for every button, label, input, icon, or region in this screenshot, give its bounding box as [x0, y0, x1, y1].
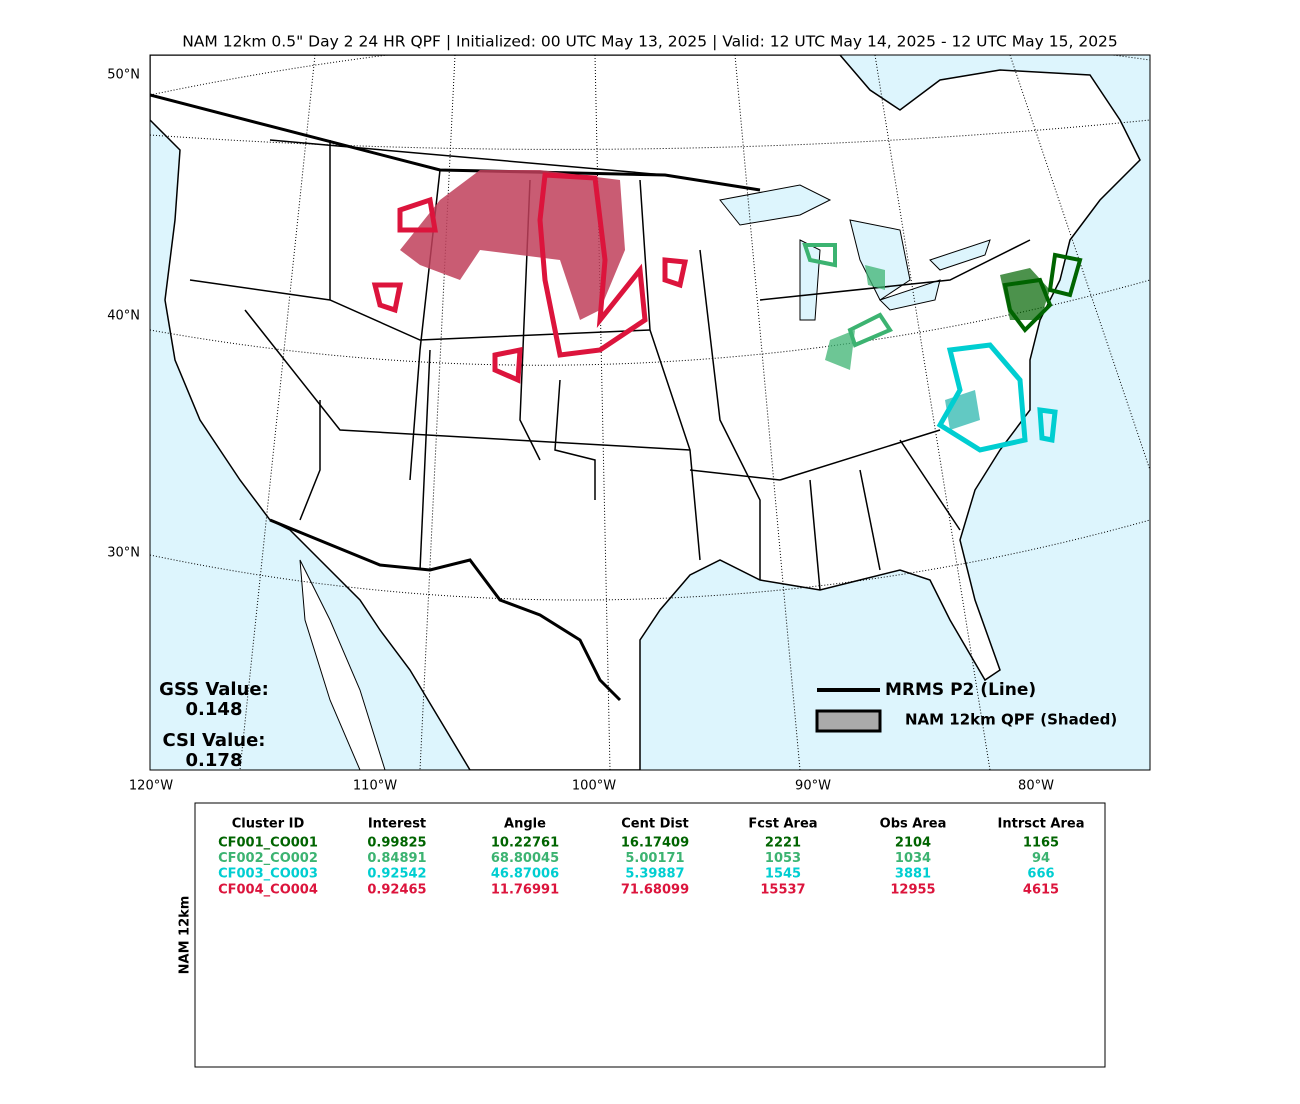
table-cell: 15537 — [760, 882, 805, 897]
legend: MRMS P2 (Line) NAM 12km QPF (Shaded) — [815, 680, 1117, 733]
lon-label: 120°W — [129, 779, 173, 794]
lon-label: 110°W — [353, 779, 397, 794]
lat-label: 40°N — [107, 309, 140, 324]
table-side-label: NAM 12km — [178, 896, 193, 975]
table-header: Fcst Area — [748, 817, 817, 832]
stat-value: 0.148 — [186, 699, 243, 720]
table-cell: 0.92542 — [367, 867, 426, 882]
table-cell: 1165 — [1023, 836, 1059, 851]
qpf-4 — [400, 170, 625, 320]
table-header: Cent Dist — [621, 817, 689, 832]
table-cell: 1053 — [765, 851, 801, 866]
great-lakes — [719, 184, 991, 321]
legend-label: NAM 12km QPF (Shaded) — [905, 711, 1117, 729]
mexico-baja — [299, 559, 386, 770]
lon-label: 90°W — [795, 779, 831, 794]
table-header: Cluster ID — [232, 817, 305, 832]
stat-value: 0.178 — [186, 750, 243, 771]
table-cell: 10.22761 — [491, 836, 559, 851]
table-cell: 0.92465 — [367, 882, 426, 897]
lat-label: 30°N — [107, 546, 140, 561]
table-header: Interest — [368, 817, 426, 832]
lon-label: 100°W — [572, 779, 616, 794]
table-header: Angle — [504, 817, 546, 832]
table-cell: 0.99825 — [367, 836, 426, 851]
table-cell: 1034 — [895, 851, 931, 866]
legend-label: MRMS P2 (Line) — [885, 680, 1036, 700]
table-cell: 0.84891 — [367, 851, 426, 866]
table-cell: CF001_CO001 — [218, 836, 318, 851]
table-cell: 71.68099 — [621, 882, 689, 897]
table-cell: 5.00171 — [625, 851, 684, 866]
lon-label: 80°W — [1018, 779, 1054, 794]
table-cell: 1545 — [765, 867, 801, 882]
table-cell: 94 — [1032, 851, 1050, 866]
map: MRMS P2 (Line) NAM 12km QPF (Shaded) — [150, 55, 1150, 770]
stat-label: CSI Value: — [163, 730, 266, 751]
table-header: Obs Area — [880, 817, 947, 832]
table-cell: 12955 — [890, 882, 935, 897]
table-cell: 11.76991 — [491, 882, 559, 897]
table-cell: 16.17409 — [621, 836, 689, 851]
table-cell: 68.80045 — [491, 851, 559, 866]
table-cell: 666 — [1027, 867, 1054, 882]
table-header: Intrsct Area — [998, 817, 1085, 832]
table-cell: 46.87006 — [491, 867, 559, 882]
title: NAM 12km 0.5" Day 2 24 HR QPF | Initiali… — [182, 33, 1118, 51]
stat-label: GSS Value: — [159, 679, 269, 700]
table-cell: 5.39887 — [625, 867, 684, 882]
table-box — [194, 802, 1106, 1068]
table-cell: CF003_CO003 — [218, 867, 318, 882]
lat-label: 50°N — [107, 68, 140, 83]
table-cell: 2221 — [765, 836, 801, 851]
table-cell: 4615 — [1023, 882, 1059, 897]
table-cell: CF002_CO002 — [218, 851, 318, 866]
table-cell: CF004_CO004 — [218, 882, 318, 897]
table-cell: 3881 — [895, 867, 931, 882]
table-cell: 2104 — [895, 836, 931, 851]
